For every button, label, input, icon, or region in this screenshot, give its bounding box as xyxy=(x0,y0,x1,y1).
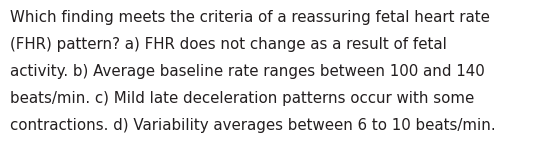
Text: activity. b) Average baseline rate ranges between 100 and 140: activity. b) Average baseline rate range… xyxy=(10,64,485,79)
Text: contractions. d) Variability averages between 6 to 10 beats/min.: contractions. d) Variability averages be… xyxy=(10,118,496,133)
Text: beats/min. c) Mild late deceleration patterns occur with some: beats/min. c) Mild late deceleration pat… xyxy=(10,91,474,106)
Text: Which finding meets the criteria of a reassuring fetal heart rate: Which finding meets the criteria of a re… xyxy=(10,10,490,25)
Text: (FHR) pattern? a) FHR does not change as a result of fetal: (FHR) pattern? a) FHR does not change as… xyxy=(10,37,447,52)
